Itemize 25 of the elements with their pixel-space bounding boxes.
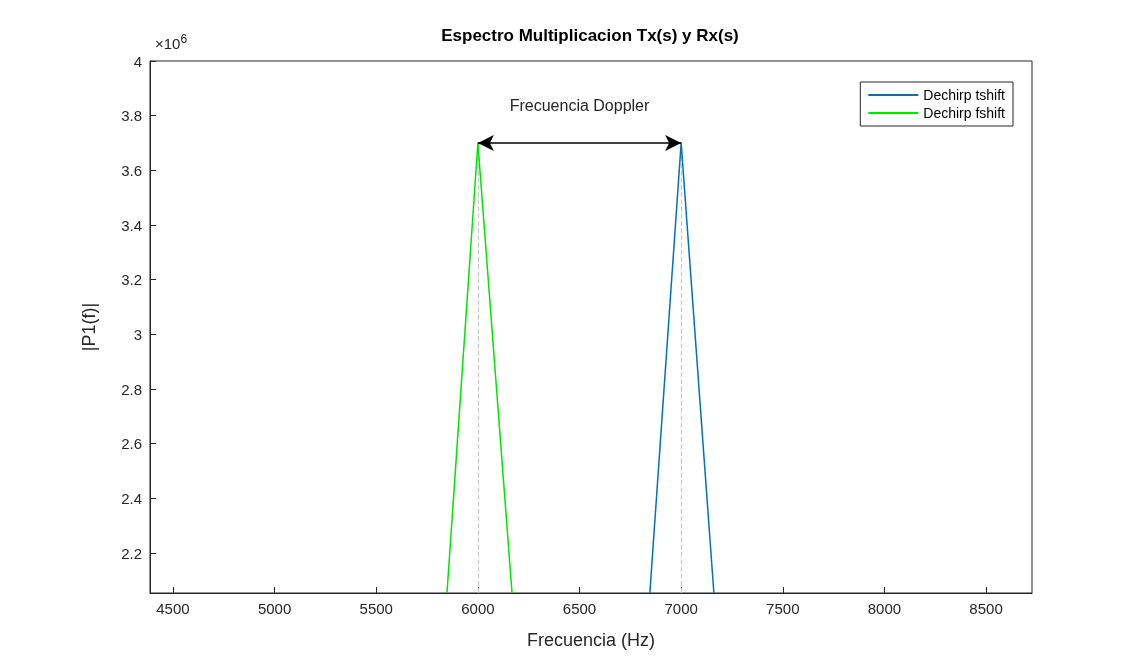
y-tick-label: 2.8 — [121, 380, 142, 398]
legend-label: Dechirp fshift — [923, 105, 1006, 121]
x-tick-label: 6000 — [461, 600, 495, 617]
y-tick-label: 3.4 — [121, 216, 142, 234]
legend-label: Dechirp tshift — [923, 87, 1006, 103]
y-tick-label: 3 — [133, 325, 142, 343]
y-tick-label: 3.2 — [121, 271, 142, 289]
x-tick-label: 4500 — [156, 600, 190, 617]
x-tick-label: 8000 — [867, 600, 902, 617]
x-tick-label: 8500 — [969, 600, 1003, 617]
x-axis-title: Frecuencia (Hz) — [526, 630, 656, 650]
x-tick-label: 5500 — [359, 600, 393, 617]
y-tick-label: 2.6 — [121, 435, 142, 453]
chart-title: Espectro Multiplicacion Tx(s) y Rx(s) — [441, 26, 739, 45]
y-tick-label: 2.4 — [121, 489, 142, 507]
x-tick-label: 7500 — [766, 600, 800, 617]
annotation: Frecuencia Doppler — [509, 96, 650, 114]
x-tick-label: 7000 — [664, 600, 698, 617]
x-tick-label: 5000 — [257, 600, 292, 617]
y-tick-label: 3.6 — [121, 161, 142, 179]
y-tick-label: 3.8 — [121, 107, 142, 125]
x-tick-label: 6500 — [562, 600, 597, 617]
y-tick-label: 4 — [133, 52, 142, 70]
y-axis-title: |P1(f)| — [79, 302, 99, 352]
y-tick-label: 2.2 — [121, 544, 142, 562]
